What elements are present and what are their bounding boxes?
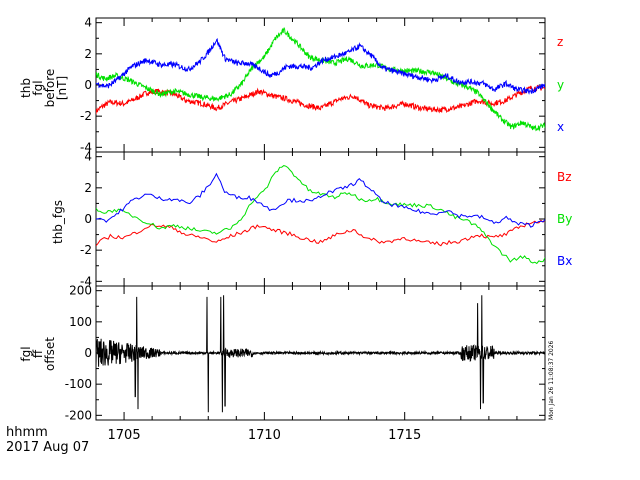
panel1-legend-x: x bbox=[557, 120, 564, 134]
panel3-ylabel-line1: fgl bbox=[19, 346, 33, 361]
panel1-ytick-label: 0 bbox=[84, 78, 92, 92]
timestamp-label: Mon Jan 26 11:08:37 2026 bbox=[548, 340, 555, 420]
x-tick-label: 1715 bbox=[388, 428, 421, 443]
panel3-ylabel-line2: ff bbox=[31, 349, 45, 358]
panel2-ytick-label: 0 bbox=[84, 212, 92, 226]
panel-frame-fgs bbox=[95, 151, 546, 287]
panel2-ytick-label: -2 bbox=[80, 243, 92, 257]
panel2-series-bx bbox=[96, 172, 545, 228]
panel3-ytick-label: 0 bbox=[84, 346, 92, 360]
panel1-ylabel-line2: fgl bbox=[31, 80, 45, 95]
panel1-ylabel-line4: [nT] bbox=[55, 76, 69, 100]
panel-frame-fgl-before bbox=[95, 17, 546, 153]
x-tick-label: 1705 bbox=[108, 428, 141, 443]
panel2-ylabel: thb_fgs bbox=[51, 200, 65, 244]
panel1-ylabel-line1: thb bbox=[19, 78, 33, 98]
panel1-legend-y: y bbox=[557, 78, 564, 92]
x-tick-label: 1710 bbox=[248, 428, 281, 443]
panel3-ytick-label: -100 bbox=[65, 377, 92, 391]
panel2-legend-bz: Bz bbox=[557, 170, 572, 184]
panel3-series-offset bbox=[96, 295, 545, 413]
panel2-series-by bbox=[96, 165, 545, 265]
x-axis-unit-label: hhmm bbox=[6, 425, 48, 440]
panel1-series-y bbox=[96, 27, 545, 132]
panel1-ytick-label: -4 bbox=[80, 140, 92, 154]
panel3-ytick-label: 100 bbox=[69, 315, 92, 329]
panel3-ylabel-line3: offset bbox=[43, 337, 57, 371]
x-axis-date-label: 2017 Aug 07 bbox=[6, 440, 89, 455]
panel2-series-bz bbox=[96, 219, 545, 247]
panel3-ytick-label: 200 bbox=[69, 284, 92, 298]
panel1-ytick-label: 2 bbox=[84, 47, 92, 61]
panel2-legend-bx: Bx bbox=[557, 254, 572, 268]
panel1-series-z bbox=[96, 84, 545, 115]
panel2-legend-by: By bbox=[557, 212, 572, 226]
panel1-ylabel-line3: before bbox=[43, 69, 57, 108]
panel1-ytick-label: 4 bbox=[84, 16, 92, 30]
panel2-ytick-label: 2 bbox=[84, 181, 92, 195]
panel1-legend-z: z bbox=[557, 35, 563, 49]
panel2-ytick-label: -4 bbox=[80, 274, 92, 288]
panel2-ytick-label: 4 bbox=[84, 150, 92, 164]
panel3-ytick-label: -200 bbox=[65, 408, 92, 422]
panel1-series-x bbox=[96, 38, 545, 95]
panel1-ytick-label: -2 bbox=[80, 109, 92, 123]
